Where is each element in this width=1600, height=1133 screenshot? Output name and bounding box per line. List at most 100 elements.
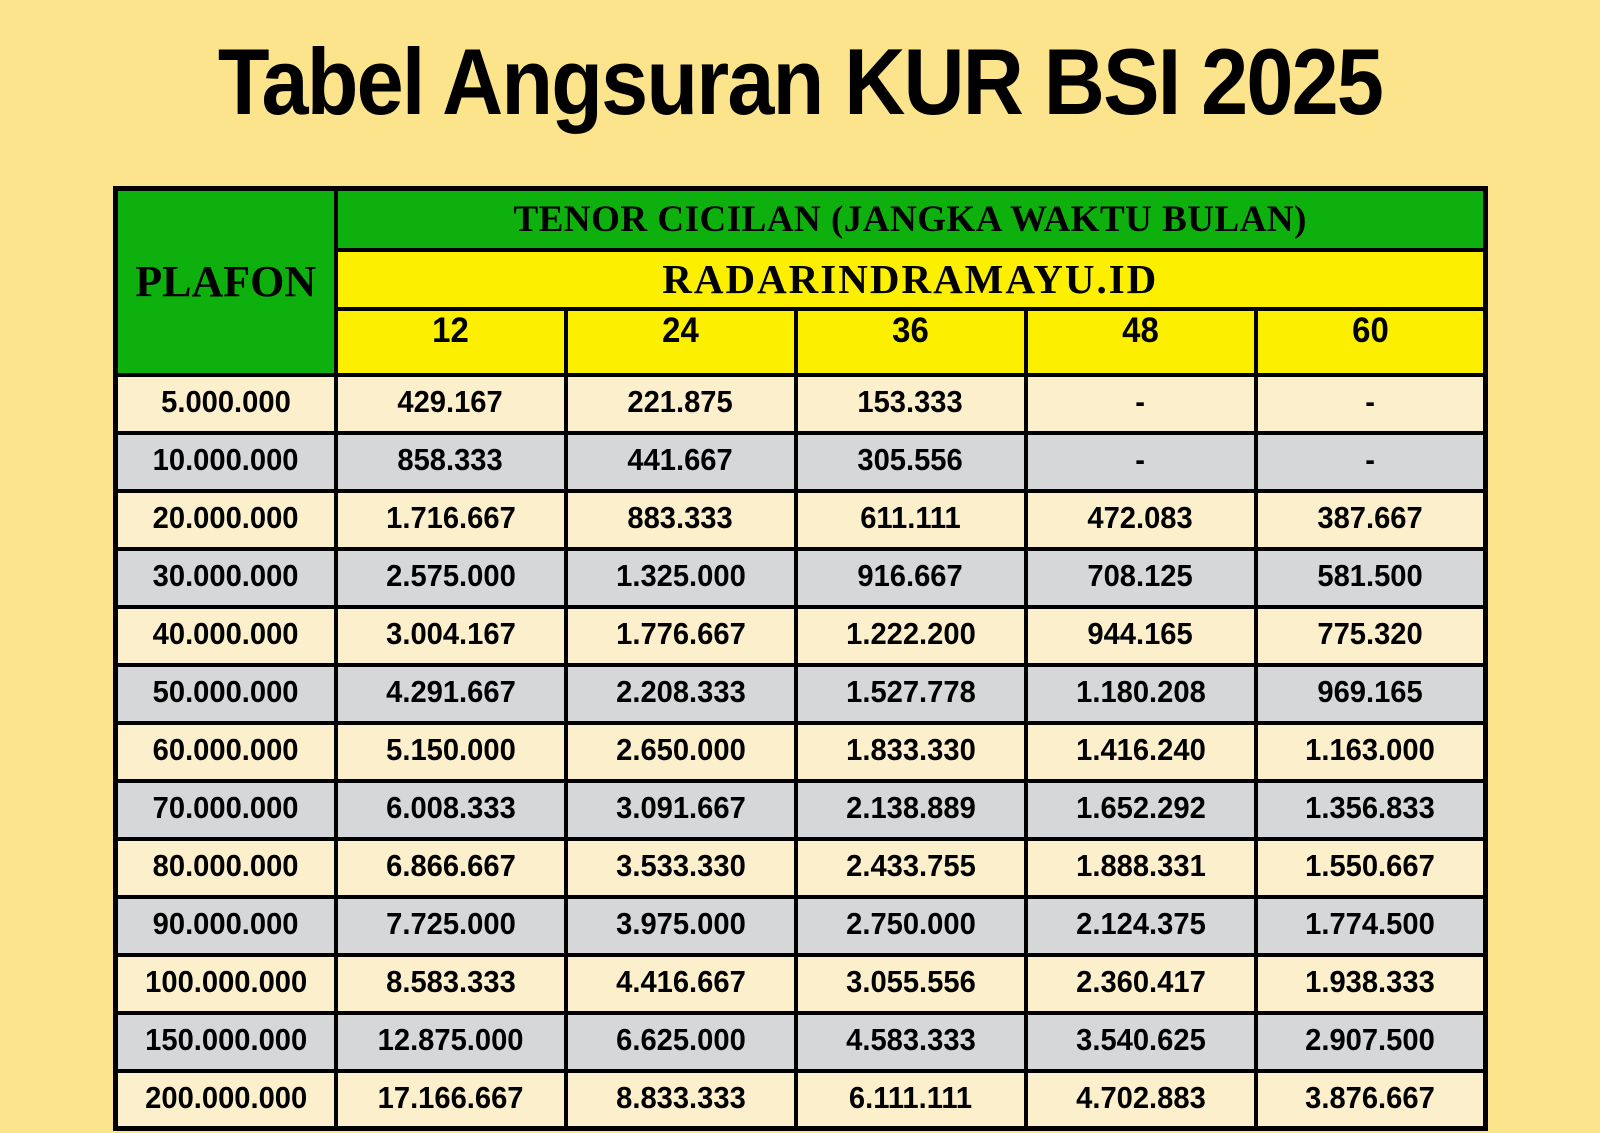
value-cell: 1.163.000 [1253,720,1488,783]
tenor-column-24: 24 [563,306,798,377]
value-cell: 1.888.331 [1023,836,1258,899]
installment-value: 916.667 [857,557,964,593]
installment-value: 1.888.331 [1075,847,1206,883]
value-cell: 472.083 [1023,488,1258,551]
value-cell: 6.111.111 [793,1068,1028,1131]
value-cell: 2.360.417 [1023,952,1258,1015]
installment-value: - [1365,383,1376,419]
installment-value: 775.320 [1317,615,1423,651]
value-cell: 6.625.000 [563,1010,798,1073]
installment-value: 1.652.292 [1075,789,1206,825]
installment-value: 441.667 [627,441,734,477]
plafon-cell: 40.000.000 [113,604,338,667]
installment-value: 3.004.167 [385,615,516,651]
value-cell: 1.716.667 [333,488,568,551]
installment-value: 858.333 [397,441,504,477]
installment-value: 1.833.330 [845,731,976,767]
table-row: 10.000.000 858.333 441.667 305.556 - - [113,430,1488,493]
installment-value: 305.556 [857,441,964,477]
value-cell: - [1023,430,1258,493]
tenor-group-header-cell: TENOR CICILAN (JANGKA WAKTU BULAN) [333,186,1488,252]
value-cell: 6.008.333 [333,778,568,841]
value-cell: 17.166.667 [333,1068,568,1131]
plafon-value: 200.000.000 [144,1079,307,1115]
plafon-value: 70.000.000 [152,789,299,825]
installment-value: 708.125 [1087,557,1194,593]
installment-value: 1.716.667 [385,499,516,535]
plafon-value: 10.000.000 [152,441,299,477]
installment-value: 969.165 [1317,673,1423,709]
value-cell: 883.333 [563,488,798,551]
installment-value: 2.575.000 [385,557,516,593]
table-row: 100.000.000 8.583.333 4.416.667 3.055.55… [113,952,1488,1015]
installment-value: 6.866.667 [385,847,516,883]
installment-value: 1.180.208 [1075,673,1206,709]
installment-value: 221.875 [627,383,734,419]
value-cell: 944.165 [1023,604,1258,667]
header-row-source: RADARINDRAMAYU.ID [116,247,1488,311]
installment-value: 944.165 [1087,615,1194,651]
installment-value: 6.008.333 [385,789,516,825]
value-cell: 916.667 [793,546,1028,609]
table-row: 20.000.000 1.716.667 883.333 611.111 472… [113,488,1488,551]
installment-value: 4.416.667 [615,963,746,999]
table-row: 90.000.000 7.725.000 3.975.000 2.750.000… [113,894,1488,957]
value-cell: 1.416.240 [1023,720,1258,783]
table-row: 80.000.000 6.866.667 3.533.330 2.433.755… [113,836,1488,899]
installment-value: 3.091.667 [615,789,746,825]
installment-value: 1.774.500 [1305,905,1436,941]
installment-value: 8.583.333 [385,963,516,999]
header-row-tenor-group: PLAFON TENOR CICILAN (JANGKA WAKTU BULAN… [113,186,1488,377]
installment-value: 17.166.667 [377,1079,524,1115]
value-cell: 2.124.375 [1023,894,1258,957]
plafon-cell: 70.000.000 [113,778,338,841]
installment-value: 1.222.200 [845,615,976,651]
value-cell: 221.875 [563,372,798,435]
table-row: 50.000.000 4.291.667 2.208.333 1.527.778… [113,662,1488,725]
value-cell: 1.356.833 [1253,778,1488,841]
value-cell: - [1253,430,1488,493]
installment-value: 5.150.000 [385,731,516,767]
table-row: 40.000.000 3.004.167 1.776.667 1.222.200… [113,604,1488,667]
value-cell: 7.725.000 [333,894,568,957]
value-cell: 387.667 [1253,488,1488,551]
tenor-column-label: 48 [1122,310,1159,350]
value-cell: 2.575.000 [333,546,568,609]
value-cell: 2.138.889 [793,778,1028,841]
installment-value: 1.325.000 [615,557,746,593]
value-cell: 305.556 [793,430,1028,493]
installment-value: 2.750.000 [845,905,976,941]
value-cell: 1.833.330 [793,720,1028,783]
plafon-cell: 150.000.000 [113,1010,338,1073]
value-cell: 581.500 [1253,546,1488,609]
plafon-cell: 5.000.000 [113,372,338,435]
value-cell: 2.750.000 [793,894,1028,957]
tenor-column-48: 48 [1023,306,1258,377]
table-row: 70.000.000 6.008.333 3.091.667 2.138.889… [113,778,1488,841]
header-row-tenor-numbers: 12 24 36 48 60 [116,306,1488,377]
plafon-value: 90.000.000 [152,905,299,941]
installment-value: 3.533.330 [615,847,746,883]
value-cell: 429.167 [333,372,568,435]
tenor-column-36: 36 [793,306,1028,377]
value-cell: 1.180.208 [1023,662,1258,725]
value-cell: 2.433.755 [793,836,1028,899]
installment-value: 2.360.417 [1075,963,1206,999]
value-cell: 3.876.667 [1253,1068,1488,1131]
installment-value: 2.650.000 [615,731,746,767]
value-cell: 1.325.000 [563,546,798,609]
tenor-column-label: 60 [1351,310,1389,350]
installment-table: PLAFON TENOR CICILAN (JANGKA WAKTU BULAN… [113,186,1489,1131]
installment-value: 6.111.111 [848,1079,973,1115]
installment-value: 1.527.778 [845,673,976,709]
installment-value: - [1135,383,1146,419]
value-cell: 441.667 [563,430,798,493]
value-cell: 4.583.333 [793,1010,1028,1073]
plafon-cell: 50.000.000 [113,662,338,725]
installment-value: 1.416.240 [1075,731,1206,767]
value-cell: 4.416.667 [563,952,798,1015]
installment-value: 153.333 [857,383,964,419]
plafon-value: 40.000.000 [152,615,299,651]
installment-value: - [1135,441,1146,477]
plafon-cell: 80.000.000 [113,836,338,899]
